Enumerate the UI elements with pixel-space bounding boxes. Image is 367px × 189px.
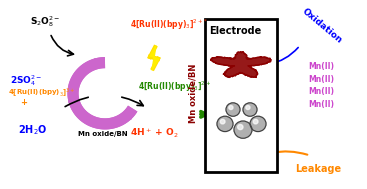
Text: +: +: [20, 98, 27, 107]
Text: 4[Ru(II)(bpy)$_3$]$^{2+}$: 4[Ru(II)(bpy)$_3$]$^{2+}$: [138, 80, 211, 94]
Circle shape: [229, 105, 233, 110]
Bar: [205, 19, 277, 172]
Circle shape: [89, 78, 121, 109]
Text: Mn(II): Mn(II): [308, 100, 334, 109]
Circle shape: [226, 103, 240, 116]
Text: 4[Ru(II)(bpy)$_3$]$^{3+}$: 4[Ru(II)(bpy)$_3$]$^{3+}$: [8, 86, 76, 100]
Circle shape: [250, 116, 266, 132]
Text: S$_2$O$_8^{2-}$: S$_2$O$_8^{2-}$: [30, 14, 61, 29]
Polygon shape: [150, 45, 159, 70]
Polygon shape: [211, 52, 271, 77]
Text: 2H$_2$O: 2H$_2$O: [18, 123, 47, 137]
Circle shape: [237, 125, 243, 130]
Text: Leakage: Leakage: [295, 164, 341, 174]
Text: Mn oxide/BN: Mn oxide/BN: [189, 64, 197, 123]
Text: Mn(II): Mn(II): [308, 87, 334, 96]
Circle shape: [243, 103, 257, 116]
Text: 2SO$_4^{2-}$: 2SO$_4^{2-}$: [10, 73, 42, 88]
Circle shape: [234, 121, 252, 138]
Text: Mn(II): Mn(II): [308, 62, 334, 71]
Text: Electrode: Electrode: [209, 26, 261, 36]
Circle shape: [253, 119, 258, 124]
Text: Oxidation: Oxidation: [300, 7, 344, 46]
Circle shape: [217, 116, 233, 132]
Text: Mn(II): Mn(II): [308, 75, 334, 84]
Circle shape: [246, 105, 250, 110]
Circle shape: [220, 119, 225, 124]
Text: 4H$^+$ + O$_2$: 4H$^+$ + O$_2$: [130, 127, 179, 140]
Text: 4[Ru(II)(bpy)$_3$]$^{2+*}$: 4[Ru(II)(bpy)$_3$]$^{2+*}$: [130, 18, 208, 32]
Text: Mn oxide/BN: Mn oxide/BN: [78, 131, 128, 137]
